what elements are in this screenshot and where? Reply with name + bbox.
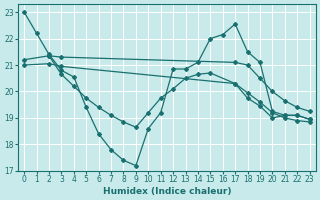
X-axis label: Humidex (Indice chaleur): Humidex (Indice chaleur) — [103, 187, 231, 196]
